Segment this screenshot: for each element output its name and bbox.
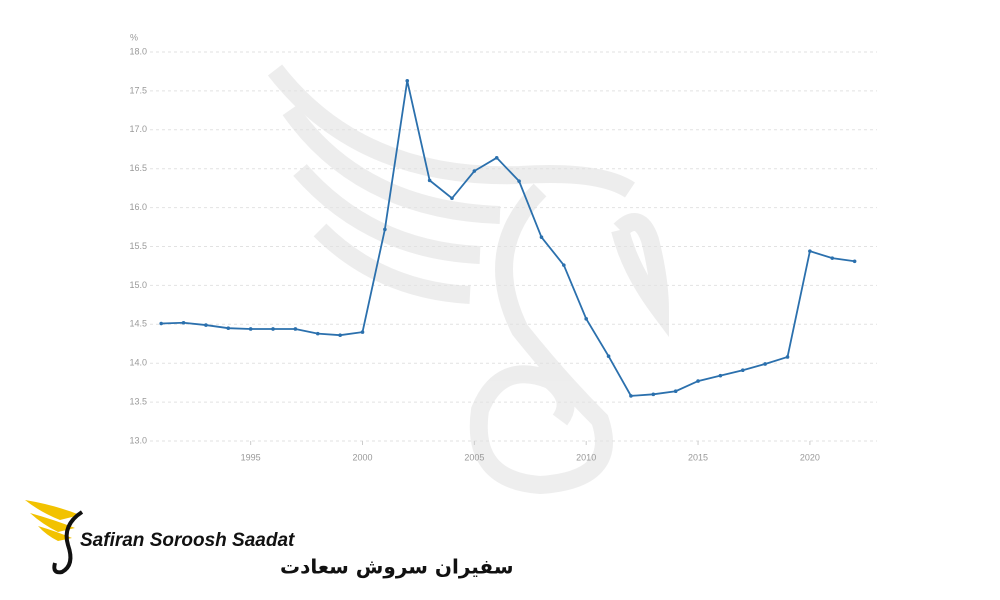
y-tick-label: 16.5 (129, 163, 147, 173)
x-tick-label: 1995 (241, 452, 261, 462)
data-point (517, 179, 521, 183)
data-point (852, 259, 857, 264)
data-point (360, 330, 365, 334)
data-point (226, 326, 231, 330)
y-tick-label: 18.0 (129, 46, 147, 56)
data-point (629, 394, 633, 398)
data-point (315, 331, 320, 336)
x-tick-label: 2020 (800, 452, 820, 462)
y-tick-label: 14.5 (129, 319, 147, 329)
data-point (785, 355, 790, 359)
data-point (405, 78, 410, 83)
watermark (267, 64, 670, 495)
x-tick-label: 2005 (464, 452, 484, 462)
data-point (696, 379, 700, 383)
x-tick-label: 2000 (352, 452, 372, 462)
x-tick-label: 2010 (576, 452, 596, 462)
y-tick-label: 13.0 (129, 435, 147, 445)
data-point (584, 317, 588, 321)
data-point (606, 354, 611, 358)
data-line (161, 80, 855, 397)
brand-name-fa: سفیران سروش سعادت (280, 555, 514, 579)
data-point (562, 263, 566, 267)
data-point (450, 196, 454, 201)
data-point (651, 392, 656, 397)
data-point (763, 362, 767, 366)
logo: Safiran Soroosh Saadat سفیران سروش سعادت (25, 500, 514, 579)
x-tick-label: 2015 (688, 452, 708, 462)
y-tick-label: 17.5 (129, 85, 147, 95)
data-point (472, 169, 477, 173)
data-point (383, 227, 387, 232)
y-tick-label: 16.0 (129, 202, 147, 212)
data-point (248, 327, 253, 331)
y-tick-label: 15.5 (129, 241, 147, 251)
data-point (293, 327, 298, 331)
data-point (808, 249, 812, 253)
brand-name: Safiran Soroosh Saadat (80, 530, 295, 551)
y-tick-label: 15.0 (129, 280, 147, 290)
data-point (181, 320, 186, 325)
data-point (271, 327, 275, 331)
y-tick-label: 13.5 (129, 396, 147, 406)
data-point (830, 256, 835, 260)
y-tick-label: 17.0 (129, 124, 147, 134)
data-point (427, 178, 432, 183)
data-point (539, 235, 544, 239)
data-point (740, 368, 745, 373)
data-point (204, 323, 208, 327)
plot-area: 13.0 13.5 14.0 14.5 15.0 15.5 16.0 16.5 17.0 17.5… (129, 46, 877, 462)
data-point (494, 156, 499, 160)
data-point (338, 333, 342, 337)
data-point (673, 389, 678, 394)
data-point (718, 373, 723, 378)
data-point (159, 321, 163, 326)
y-tick-label: 14.0 (129, 358, 147, 368)
y-unit-label: % (130, 32, 138, 42)
